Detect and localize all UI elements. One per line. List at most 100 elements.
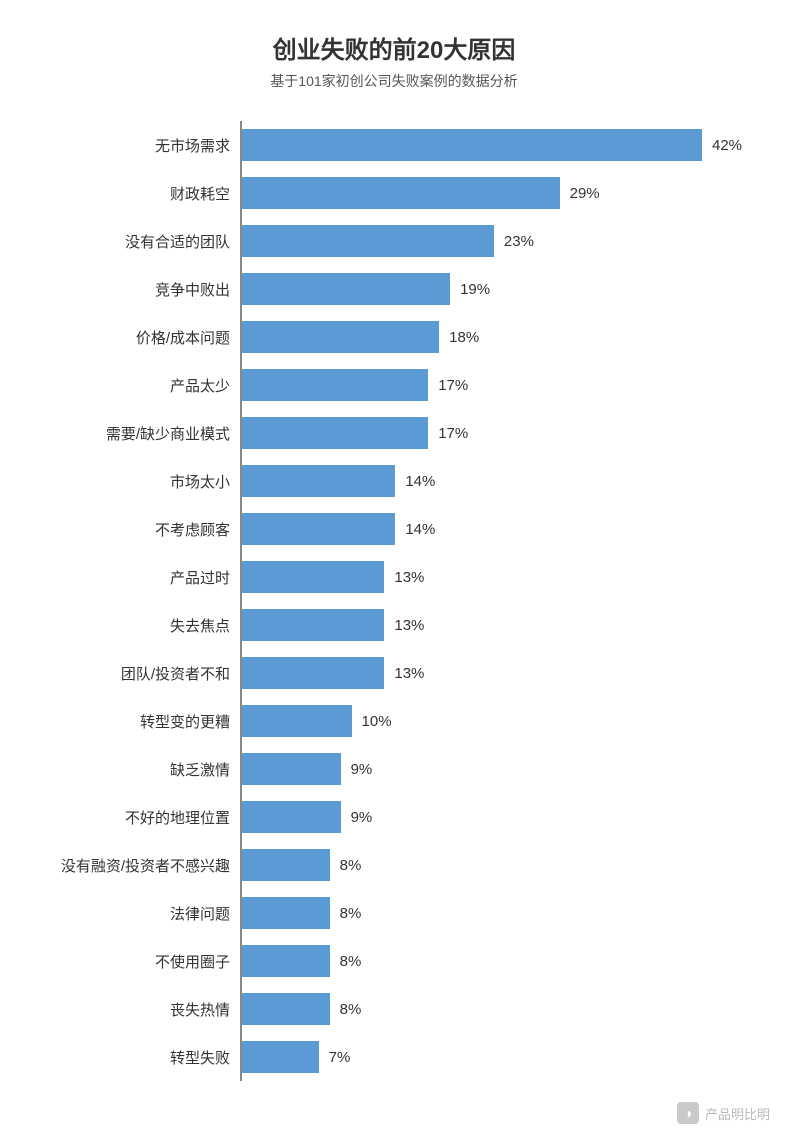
bar-value: 17% [438, 377, 468, 394]
bar-area: 18% [240, 313, 748, 361]
bar-label: 竞争中败出 [40, 279, 240, 300]
bar-value: 8% [340, 857, 362, 874]
bar [242, 177, 560, 209]
bar-label: 转型失败 [40, 1047, 240, 1068]
bar-value: 14% [405, 521, 435, 538]
bar [242, 849, 330, 881]
bar-value: 7% [329, 1049, 351, 1066]
watermark-text: 产品明比明 [705, 1104, 770, 1123]
bar-row: 产品过时 13% [40, 553, 748, 601]
bar-label: 产品过时 [40, 567, 240, 588]
bar-area: 17% [240, 409, 748, 457]
bar-value: 13% [394, 569, 424, 586]
bar [242, 897, 330, 929]
bar-area: 13% [240, 553, 748, 601]
bar-value: 13% [394, 665, 424, 682]
bar-label: 不好的地理位置 [40, 807, 240, 828]
watermark-glyph: ◑ [684, 1105, 692, 1121]
bar [242, 705, 352, 737]
bar-row: 不好的地理位置 9% [40, 793, 748, 841]
bar-row: 价格/成本问题 18% [40, 313, 748, 361]
watermark: ◑ 产品明比明 [677, 1102, 770, 1124]
bar [242, 321, 439, 353]
bar-value: 8% [340, 905, 362, 922]
bar [242, 417, 428, 449]
bar-area: 42% [240, 121, 748, 169]
bar-label: 不使用圈子 [40, 951, 240, 972]
bar-area: 9% [240, 745, 748, 793]
bar-label: 市场太小 [40, 471, 240, 492]
bar-value: 17% [438, 425, 468, 442]
bar-row: 缺乏激情 9% [40, 745, 748, 793]
bar [242, 753, 341, 785]
bar-row: 法律问题 8% [40, 889, 748, 937]
bar-row: 没有融资/投资者不感兴趣 8% [40, 841, 748, 889]
bar [242, 993, 330, 1025]
bar-area: 8% [240, 841, 748, 889]
bar-area: 8% [240, 985, 748, 1033]
bar-label: 无市场需求 [40, 135, 240, 156]
bar [242, 1041, 319, 1073]
bar-label: 需要/缺少商业模式 [40, 423, 240, 444]
bar-area: 29% [240, 169, 748, 217]
bar [242, 657, 384, 689]
bar-row: 产品太少 17% [40, 361, 748, 409]
bar-row: 丧失热情 8% [40, 985, 748, 1033]
bar-label: 法律问题 [40, 903, 240, 924]
bar-row: 团队/投资者不和13% [40, 649, 748, 697]
bar [242, 465, 395, 497]
bar-area: 8% [240, 889, 748, 937]
bar-label: 价格/成本问题 [40, 327, 240, 348]
bar-value: 8% [340, 1001, 362, 1018]
bar-value: 9% [351, 809, 373, 826]
bar-row: 市场太小 14% [40, 457, 748, 505]
bar-area: 19% [240, 265, 748, 313]
bar [242, 561, 384, 593]
watermark-icon: ◑ [677, 1102, 699, 1124]
bar-row: 不考虑顾客 14% [40, 505, 748, 553]
bar-label: 失去焦点 [40, 615, 240, 636]
bar-label: 丧失热情 [40, 999, 240, 1020]
bar [242, 801, 341, 833]
bar-value: 18% [449, 329, 479, 346]
bar-value: 9% [351, 761, 373, 778]
bar-area: 23% [240, 217, 748, 265]
bar-row: 需要/缺少商业模式 17% [40, 409, 748, 457]
bar-value: 19% [460, 281, 490, 298]
bar-label: 产品太少 [40, 375, 240, 396]
bar-value: 29% [570, 185, 600, 202]
bar-label: 转型变的更糟 [40, 711, 240, 732]
chart-title: 创业失败的前20大原因 [40, 30, 748, 65]
bar [242, 225, 494, 257]
bar-value: 42% [712, 137, 742, 154]
bar-area: 8% [240, 937, 748, 985]
bar [242, 945, 330, 977]
bar-row: 财政耗空 29% [40, 169, 748, 217]
bar-area: 13% [240, 601, 748, 649]
bar-label: 不考虑顾客 [40, 519, 240, 540]
chart-body: 无市场需求42%财政耗空29%没有合适的团队23%竞争中败出19%价格/成本问题… [40, 121, 748, 1081]
bar-label: 缺乏激情 [40, 759, 240, 780]
bar-value: 8% [340, 953, 362, 970]
bar [242, 129, 702, 161]
bar-label: 没有融资/投资者不感兴趣 [40, 855, 240, 876]
bar-area: 17% [240, 361, 748, 409]
bar-row: 无市场需求 42% [40, 121, 748, 169]
bar-value: 10% [362, 713, 392, 730]
bar-value: 13% [394, 617, 424, 634]
bar-row: 失去焦点 13% [40, 601, 748, 649]
bar [242, 273, 450, 305]
bar-label: 财政耗空 [40, 183, 240, 204]
bar-value: 14% [405, 473, 435, 490]
bar-row: 不使用圈子 8% [40, 937, 748, 985]
bar-row: 转型失败 7% [40, 1033, 748, 1081]
chart-container: 创业失败的前20大原因 基于101家初创公司失败案例的数据分析 无市场需求42%… [0, 0, 788, 1101]
bar-row: 竞争中败出 19% [40, 265, 748, 313]
bar [242, 513, 395, 545]
bar [242, 369, 428, 401]
bar-area: 10% [240, 697, 748, 745]
bar-area: 14% [240, 505, 748, 553]
bar-area: 9% [240, 793, 748, 841]
bar-area: 7% [240, 1033, 748, 1081]
bar-area: 14% [240, 457, 748, 505]
